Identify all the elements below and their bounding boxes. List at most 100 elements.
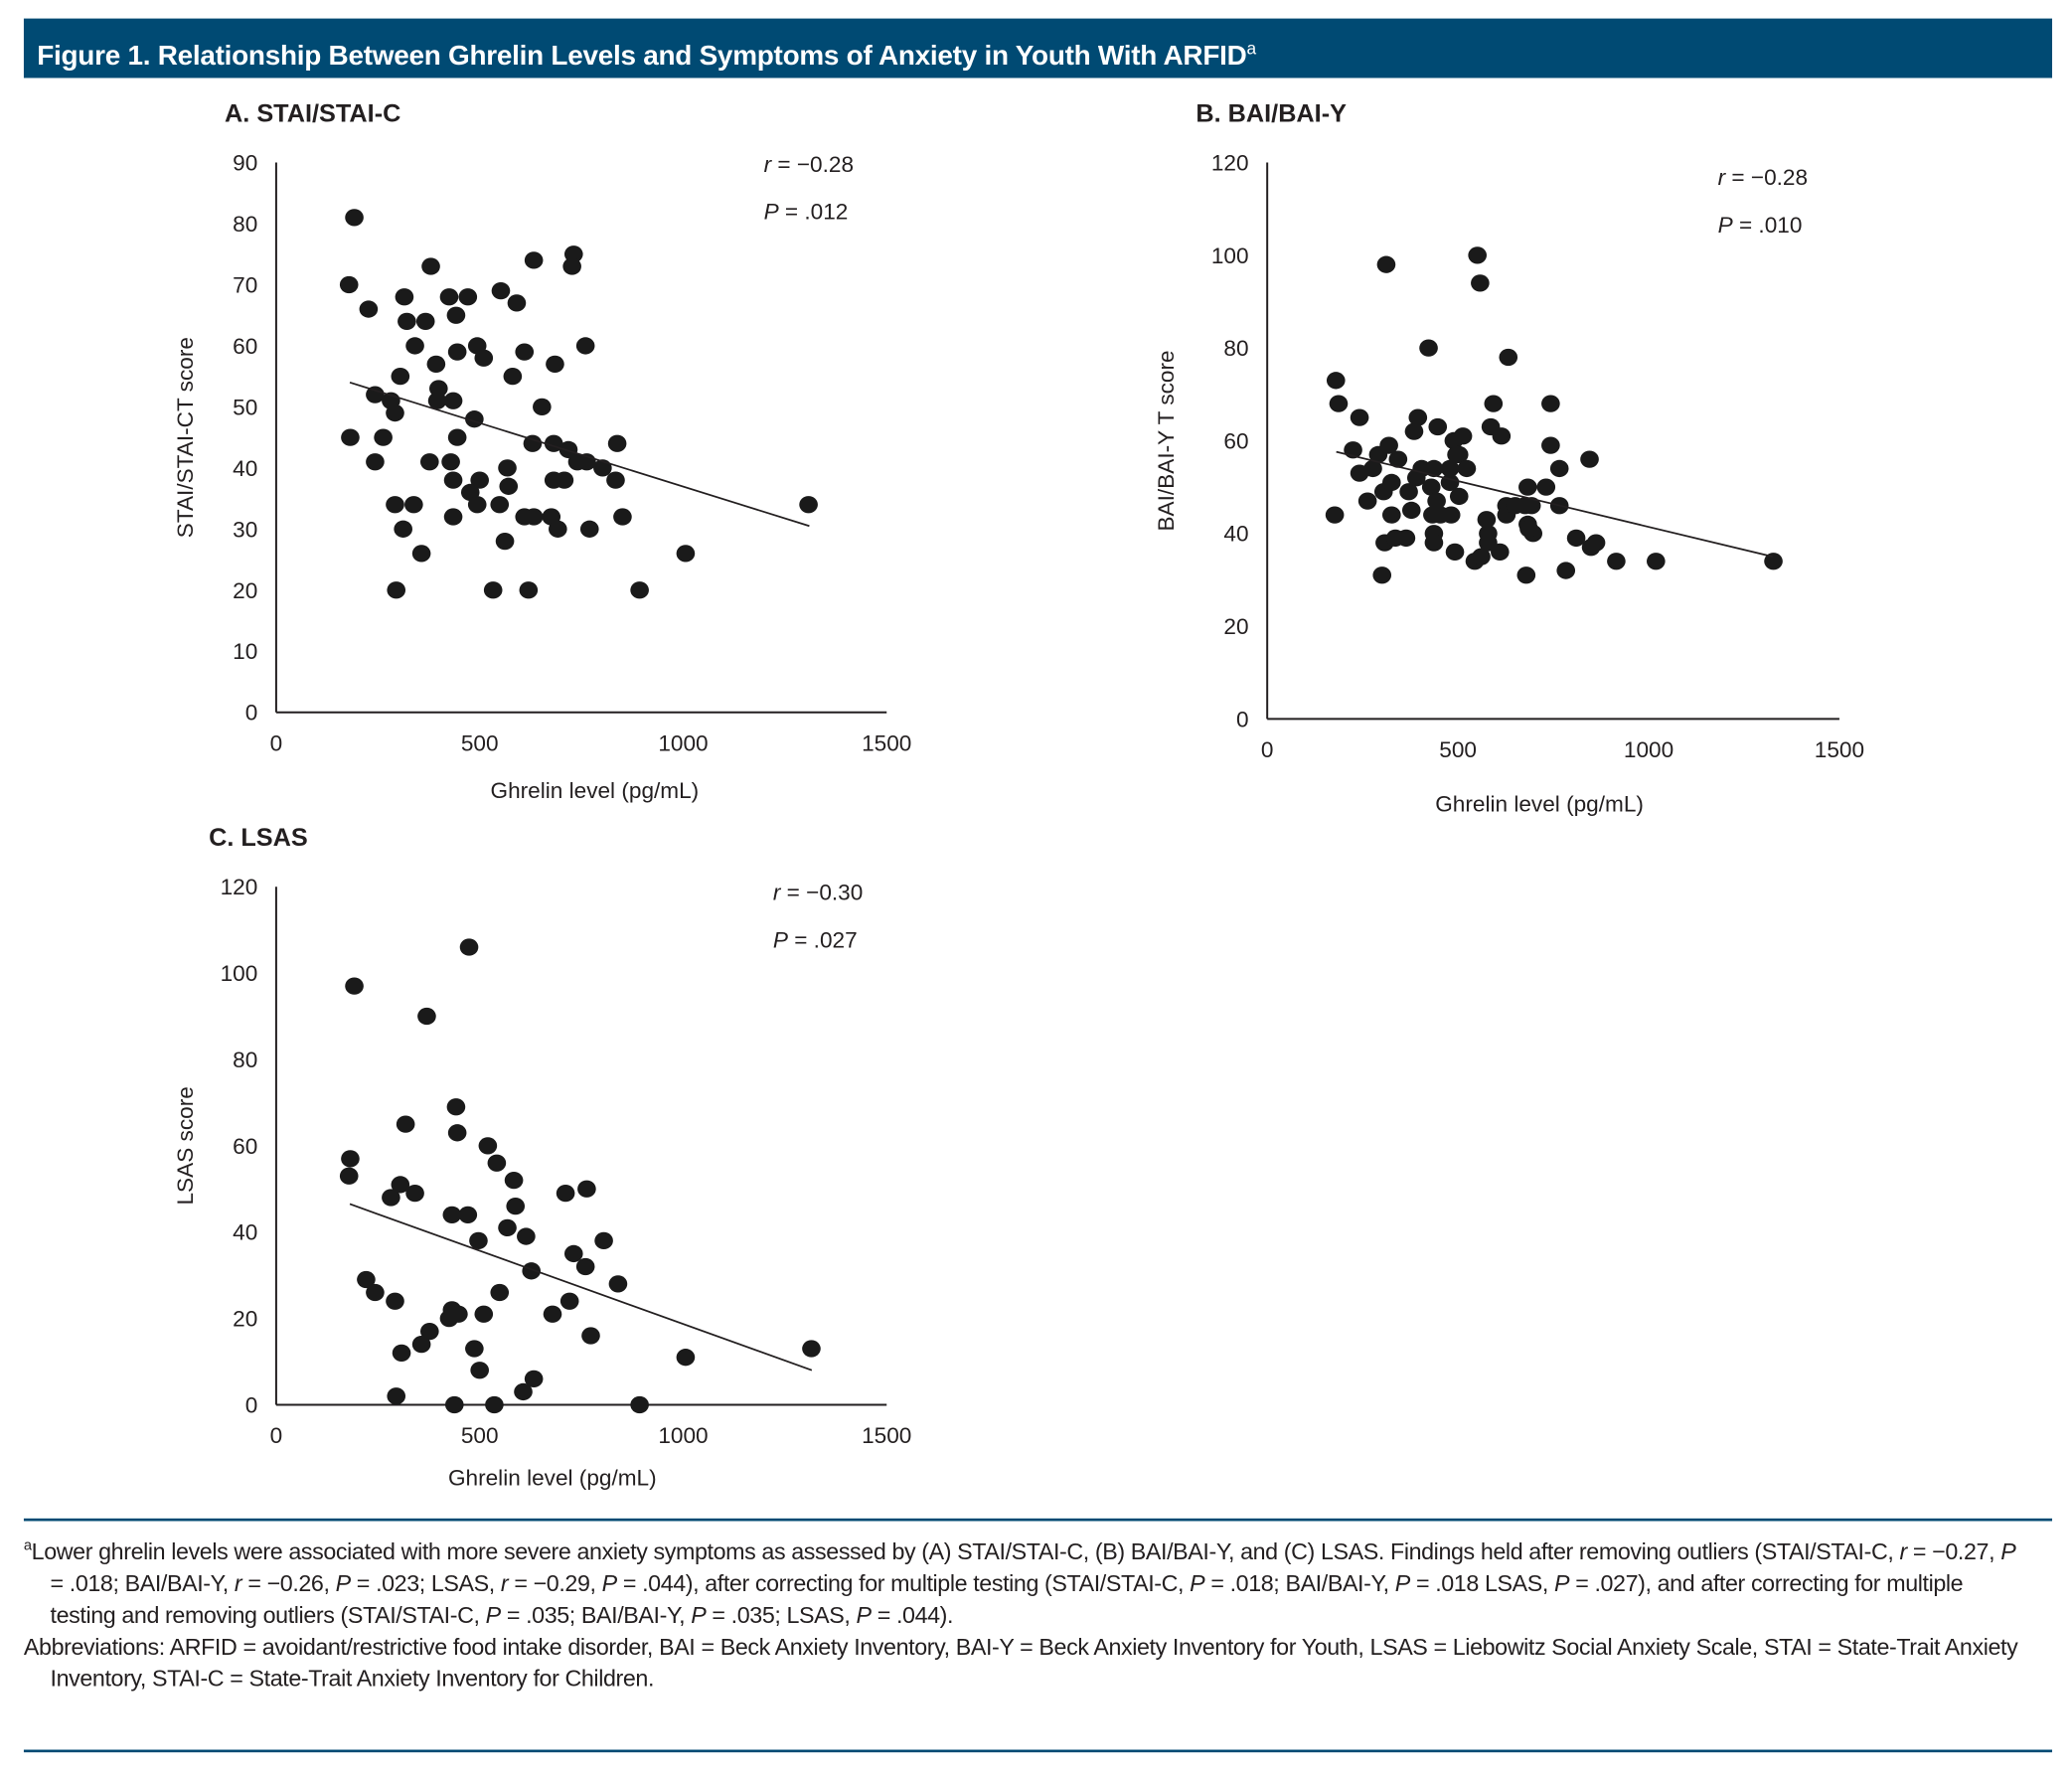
data-point	[470, 471, 489, 489]
data-point	[1325, 506, 1345, 524]
data-point	[1424, 534, 1444, 552]
data-point	[507, 294, 527, 312]
y-tick-label: 60	[1223, 428, 1248, 453]
p-value: P = .010	[1718, 213, 1803, 238]
data-point	[577, 1180, 596, 1198]
footnote-text: P	[1394, 1569, 1411, 1597]
data-point	[613, 508, 632, 526]
p-value: P = .027	[773, 927, 858, 952]
data-point	[366, 386, 385, 404]
data-point	[1499, 348, 1518, 367]
y-tick-label: 40	[1223, 522, 1248, 547]
data-point	[1764, 553, 1783, 570]
footnote-text: = .044).	[871, 1601, 954, 1628]
footnote-text: r	[1899, 1537, 1908, 1565]
x-tick-label: 1500	[862, 730, 911, 755]
panel-a-title: A. STAI/STAI-C	[225, 100, 401, 128]
data-point	[1329, 395, 1349, 412]
data-point	[503, 368, 523, 386]
footnote-text: P	[2000, 1537, 2016, 1565]
data-point	[447, 343, 467, 361]
data-point	[1363, 459, 1382, 478]
footnote-text: = −0.26,	[241, 1569, 336, 1597]
x-tick-label: 0	[270, 1423, 283, 1448]
y-tick-label: 80	[233, 1048, 257, 1072]
data-point	[391, 368, 410, 386]
data-point	[606, 471, 625, 489]
data-point	[555, 471, 574, 489]
data-point	[442, 1206, 462, 1223]
x-tick-label: 1000	[658, 730, 708, 755]
footnote-top-rule	[23, 1518, 2053, 1522]
footnote-bottom-rule	[23, 1749, 2053, 1753]
data-point	[443, 471, 463, 489]
figure-title-footnote-marker: a	[1246, 38, 1257, 59]
data-point	[556, 1184, 575, 1203]
data-point	[1399, 483, 1418, 501]
footnote-text: = −0.27,	[1906, 1537, 2001, 1565]
data-point	[1372, 566, 1392, 584]
data-point	[405, 1184, 424, 1203]
data-point	[1477, 511, 1497, 529]
data-point	[447, 1124, 467, 1142]
data-point	[485, 1395, 504, 1414]
y-tick-label: 40	[233, 456, 257, 481]
data-point	[426, 355, 446, 374]
data-point	[506, 1198, 526, 1215]
y-tick-label: 0	[1236, 707, 1249, 731]
x-tick-label: 1500	[862, 1423, 911, 1448]
footnote-text: = .023; LSAS,	[350, 1569, 501, 1597]
footnote-text: r	[234, 1569, 242, 1597]
data-point	[524, 508, 544, 526]
data-point	[630, 1395, 649, 1414]
y-tick-label: 20	[233, 1307, 257, 1332]
data-point	[359, 300, 379, 318]
x-tick-label: 1000	[658, 1423, 708, 1448]
data-point	[411, 1336, 431, 1354]
data-point	[427, 392, 447, 409]
y-tick-label: 100	[1211, 243, 1249, 268]
data-point	[1541, 436, 1560, 454]
data-point	[1536, 478, 1556, 496]
data-point	[386, 1292, 404, 1310]
panel-c-title: C. LSAS	[209, 824, 308, 853]
data-point	[607, 434, 627, 452]
p-value: P = .012	[764, 200, 849, 225]
data-point	[1471, 274, 1490, 292]
data-point	[419, 1322, 439, 1341]
data-point	[446, 1098, 466, 1116]
data-point	[449, 1305, 468, 1323]
y-tick-label: 30	[233, 517, 257, 542]
data-point	[1468, 246, 1487, 264]
footnote-text: = −0.29,	[508, 1569, 602, 1597]
data-point	[498, 459, 517, 477]
x-axis-label: Ghrelin level (pg/mL)	[491, 778, 700, 803]
footnote-text: P	[856, 1601, 873, 1628]
data-point	[417, 1007, 436, 1026]
data-point	[458, 288, 478, 306]
data-point	[459, 938, 479, 956]
panel-b-title: B. BAI/BAI-Y	[1195, 100, 1347, 128]
trend-line	[1336, 450, 1773, 558]
data-point	[1404, 422, 1424, 440]
x-tick-label: 500	[461, 730, 499, 755]
data-point	[517, 1227, 536, 1245]
y-tick-label: 80	[1223, 336, 1248, 361]
footnote-text: = .035; BAI/BAI-Y,	[500, 1601, 692, 1628]
data-point	[1484, 395, 1504, 412]
data-point	[490, 1283, 510, 1302]
data-point	[558, 440, 578, 459]
y-tick-label: 60	[233, 1134, 257, 1159]
data-point	[447, 428, 467, 446]
footnote-text: = .018; BAI/BAI-Y,	[1204, 1569, 1395, 1597]
data-point	[357, 1270, 376, 1289]
data-point	[469, 1231, 488, 1250]
data-point	[415, 312, 435, 330]
data-point	[1472, 548, 1491, 565]
correlation-r: r = −0.28	[1718, 165, 1808, 190]
data-point	[563, 1244, 583, 1263]
data-point	[1440, 459, 1460, 478]
data-point	[676, 545, 696, 563]
